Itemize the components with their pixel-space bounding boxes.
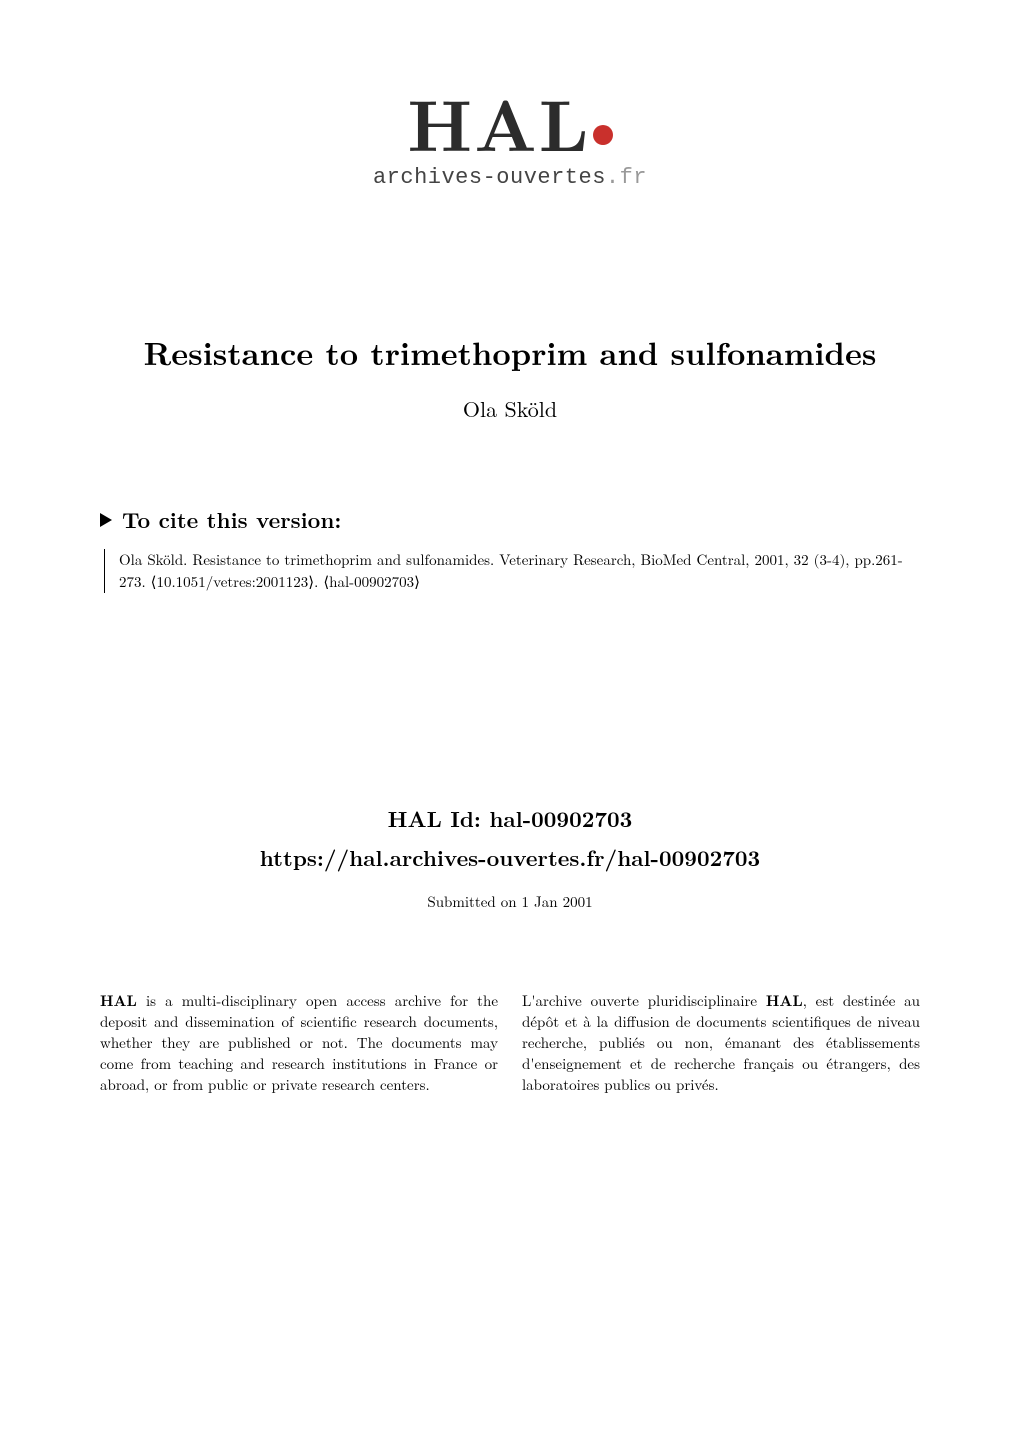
paper-title: Resistance to trimethoprim and sulfonami…	[0, 330, 1020, 375]
left-bold: HAL	[100, 990, 137, 1011]
title-section: Resistance to trimethoprim and sulfonami…	[0, 330, 1020, 424]
cite-header-text: To cite this version:	[122, 504, 341, 535]
hal-id: HAL Id: hal-00902703	[0, 803, 1020, 834]
logo-text: HAL	[407, 70, 590, 173]
citation-text: Ola Sköld. Resistance to trimethoprim an…	[104, 549, 920, 593]
left-text: is a multi-disciplinary open access arch…	[100, 990, 498, 1095]
logo-subtitle-main: archives-ouvertes	[373, 165, 606, 190]
paper-author: Ola Sköld	[0, 393, 1020, 424]
description-left-column: HAL is a multi-disciplinary open access …	[100, 990, 498, 1095]
logo-dot-icon	[593, 125, 613, 145]
right-pre: L'archive ouverte pluridisciplinaire	[522, 990, 766, 1011]
description-right-column: L'archive ouverte pluridisciplinaire HAL…	[522, 990, 920, 1095]
cite-header: To cite this version:	[100, 504, 920, 535]
triangle-right-icon	[100, 513, 112, 527]
submitted-date: Submitted on 1 Jan 2001	[0, 891, 1020, 912]
logo-subtitle-suffix: .fr	[606, 165, 647, 190]
logo-section: HAL archives-ouvertes.fr	[0, 0, 1020, 240]
description-columns: HAL is a multi-disciplinary open access …	[0, 990, 1020, 1095]
right-bold: HAL	[766, 990, 803, 1011]
logo-subtitle: archives-ouvertes.fr	[373, 165, 647, 190]
cite-section: To cite this version: Ola Sköld. Resista…	[0, 504, 1020, 593]
hal-logo: HAL archives-ouvertes.fr	[373, 70, 647, 190]
hal-url: https://hal.archives-ouvertes.fr/hal-009…	[0, 842, 1020, 873]
hal-id-section: HAL Id: hal-00902703 https://hal.archive…	[0, 803, 1020, 912]
